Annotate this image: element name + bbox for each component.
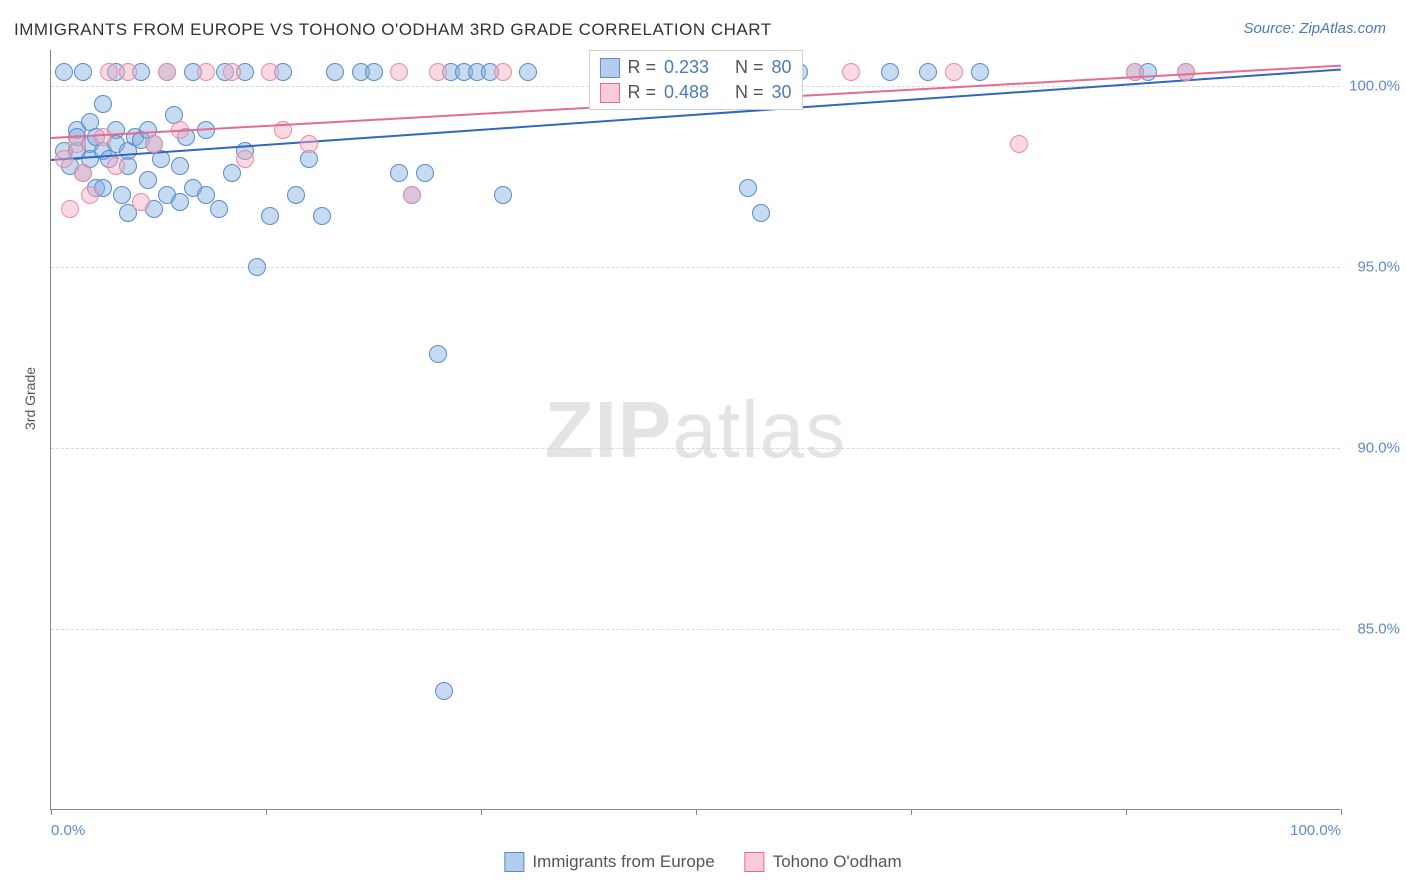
scatter-point-blue — [261, 207, 279, 225]
legend-label-pink: Tohono O'odham — [773, 852, 902, 872]
scatter-point-blue — [326, 63, 344, 81]
scatter-point-pink — [1010, 135, 1028, 153]
bottom-legend: Immigrants from Europe Tohono O'odham — [504, 852, 901, 872]
y-tick-label: 85.0% — [1357, 621, 1400, 638]
scatter-point-pink — [945, 63, 963, 81]
scatter-point-pink — [236, 150, 254, 168]
scatter-point-blue — [435, 682, 453, 700]
legend-label-blue: Immigrants from Europe — [532, 852, 714, 872]
scatter-point-pink — [261, 63, 279, 81]
scatter-point-pink — [429, 63, 447, 81]
scatter-point-blue — [365, 63, 383, 81]
scatter-point-blue — [971, 63, 989, 81]
stat-r-blue: 0.233 — [664, 57, 709, 78]
stat-r-label: R = — [627, 57, 656, 78]
legend-item-pink: Tohono O'odham — [745, 852, 902, 872]
scatter-point-pink — [100, 63, 118, 81]
stats-row-blue: R = 0.233 N = 80 — [599, 55, 791, 80]
scatter-point-blue — [94, 95, 112, 113]
scatter-point-blue — [519, 63, 537, 81]
stat-r-pink: 0.488 — [664, 82, 709, 103]
scatter-point-blue — [171, 157, 189, 175]
scatter-point-blue — [919, 63, 937, 81]
scatter-point-blue — [752, 204, 770, 222]
stat-n-blue: 80 — [772, 57, 792, 78]
x-tick — [266, 809, 267, 815]
x-tick — [911, 809, 912, 815]
x-tick — [51, 809, 52, 815]
scatter-point-blue — [739, 179, 757, 197]
scatter-point-pink — [55, 150, 73, 168]
plot-area: ZIPatlas R = 0.233 N = 80 R = 0.488 N = … — [50, 50, 1340, 810]
scatter-point-pink — [842, 63, 860, 81]
x-tick — [1341, 809, 1342, 815]
scatter-point-pink — [107, 157, 125, 175]
legend-swatch-pink-icon — [745, 852, 765, 872]
scatter-point-blue — [429, 345, 447, 363]
scatter-point-pink — [390, 63, 408, 81]
scatter-point-blue — [74, 63, 92, 81]
scatter-point-pink — [1177, 63, 1195, 81]
stat-r-label2: R = — [627, 82, 656, 103]
scatter-point-pink — [61, 200, 79, 218]
y-tick-label: 100.0% — [1349, 78, 1400, 95]
scatter-point-pink — [119, 63, 137, 81]
swatch-blue-icon — [599, 58, 619, 78]
stat-n-label: N = — [735, 57, 764, 78]
scatter-point-blue — [287, 186, 305, 204]
stat-n-label2: N = — [735, 82, 764, 103]
y-tick-label: 90.0% — [1357, 440, 1400, 457]
stat-n-pink: 30 — [772, 82, 792, 103]
scatter-point-pink — [403, 186, 421, 204]
scatter-point-pink — [197, 63, 215, 81]
scatter-point-pink — [145, 135, 163, 153]
gridline-h — [51, 629, 1340, 630]
x-tick — [1126, 809, 1127, 815]
stats-row-pink: R = 0.488 N = 30 — [599, 80, 791, 105]
scatter-point-pink — [74, 164, 92, 182]
source-attribution: Source: ZipAtlas.com — [1243, 20, 1386, 37]
x-tick — [696, 809, 697, 815]
scatter-point-blue — [210, 200, 228, 218]
scatter-point-blue — [416, 164, 434, 182]
scatter-point-pink — [300, 135, 318, 153]
scatter-point-pink — [158, 63, 176, 81]
x-tick-label: 100.0% — [1290, 822, 1341, 839]
scatter-point-blue — [55, 63, 73, 81]
scatter-point-pink — [494, 63, 512, 81]
scatter-point-blue — [171, 193, 189, 211]
scatter-point-blue — [223, 164, 241, 182]
scatter-point-blue — [390, 164, 408, 182]
scatter-point-blue — [494, 186, 512, 204]
scatter-point-pink — [81, 186, 99, 204]
scatter-point-blue — [139, 171, 157, 189]
legend-swatch-blue-icon — [504, 852, 524, 872]
x-tick — [481, 809, 482, 815]
watermark-light: atlas — [672, 385, 846, 474]
scatter-point-blue — [313, 207, 331, 225]
x-tick-label: 0.0% — [51, 822, 85, 839]
legend-item-blue: Immigrants from Europe — [504, 852, 714, 872]
stats-legend-box: R = 0.233 N = 80 R = 0.488 N = 30 — [588, 50, 802, 110]
watermark-bold: ZIP — [545, 385, 672, 474]
chart-title: IMMIGRANTS FROM EUROPE VS TOHONO O'ODHAM… — [14, 20, 772, 40]
gridline-h — [51, 448, 1340, 449]
y-tick-label: 95.0% — [1357, 259, 1400, 276]
scatter-point-pink — [132, 193, 150, 211]
scatter-point-blue — [881, 63, 899, 81]
scatter-point-blue — [197, 186, 215, 204]
scatter-point-pink — [94, 128, 112, 146]
scatter-point-blue — [248, 258, 266, 276]
gridline-h — [51, 267, 1340, 268]
swatch-pink-icon — [599, 83, 619, 103]
y-axis-label: 3rd Grade — [22, 367, 38, 430]
scatter-point-blue — [113, 186, 131, 204]
scatter-point-pink — [223, 63, 241, 81]
watermark: ZIPatlas — [545, 384, 846, 476]
